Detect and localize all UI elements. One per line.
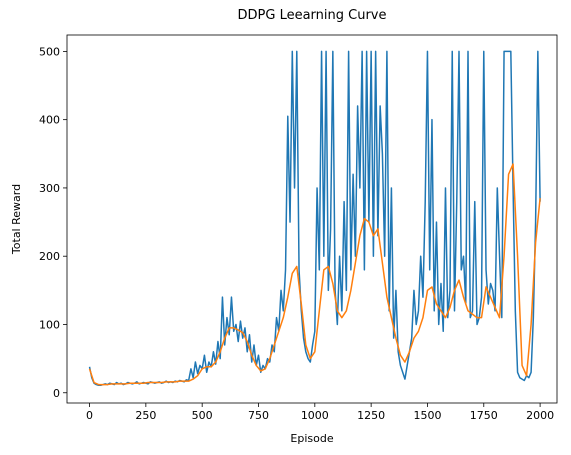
x-tick-label: 500	[192, 409, 213, 422]
x-tick-label: 2000	[526, 409, 554, 422]
x-tick-label: 1000	[301, 409, 329, 422]
plot-frame	[66, 34, 558, 404]
x-axis-label: Episode	[290, 432, 333, 445]
chart-title: DDPG Leearning Curve	[238, 8, 387, 23]
x-tick-label: 1500	[413, 409, 441, 422]
y-tick-label: 0	[53, 387, 60, 400]
y-tick-label: 200	[39, 250, 60, 263]
y-tick-label: 100	[39, 318, 60, 331]
line-series	[88, 163, 541, 386]
y-axis-label: Total Reward	[10, 184, 23, 255]
y-tick-label: 300	[39, 182, 60, 195]
x-tick-label: 0	[86, 409, 93, 422]
x-tick-label: 1250	[357, 409, 385, 422]
y-tick-label: 500	[39, 45, 60, 58]
x-tick-label: 250	[135, 409, 156, 422]
x-tick-label: 750	[248, 409, 269, 422]
x-tick-label: 1750	[470, 409, 498, 422]
line-series	[88, 50, 541, 386]
y-tick-label: 400	[39, 114, 60, 127]
